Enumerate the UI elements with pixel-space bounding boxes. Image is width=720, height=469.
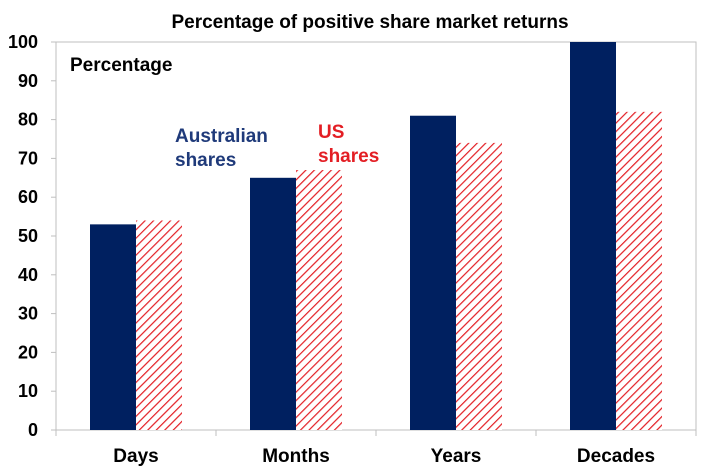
x-axis: Days Months Years Decades [55, 430, 697, 467]
y-tick-label: 0 [28, 420, 38, 440]
x-category-label: Months [262, 446, 330, 467]
x-category-label: Days [113, 446, 158, 467]
legend-australian-shares: Australian shares [175, 126, 273, 171]
y-tick-label: 50 [18, 226, 38, 246]
y-tick-label: 70 [18, 148, 38, 168]
bar-us-months [296, 170, 342, 431]
y-tick-label: 100 [8, 32, 38, 52]
bar-australian-months [250, 177, 296, 430]
bar-us-years [456, 142, 502, 430]
legend-us-line-1: US [318, 122, 344, 143]
bar-australian-decades [570, 42, 616, 430]
bars [90, 42, 662, 431]
bar-us-days [136, 220, 182, 430]
x-category-label: Decades [577, 446, 655, 467]
bar-australian-days [90, 224, 136, 430]
y-tick-label: 80 [18, 110, 38, 130]
legend-us-line-2: shares [318, 146, 379, 167]
y-axis: 0 10 20 30 40 50 60 70 80 90 100 [8, 32, 56, 440]
legend-australian-line-1: Australian [175, 126, 268, 147]
y-tick-label: 90 [18, 71, 38, 91]
legend-us-shares: US shares [318, 122, 379, 167]
y-tick-label: 40 [18, 265, 38, 285]
y-tick-label: 60 [18, 187, 38, 207]
chart-title: Percentage of positive share market retu… [171, 12, 568, 33]
y-tick-label: 10 [18, 381, 38, 401]
x-category-label: Years [431, 446, 482, 467]
bar-us-decades [616, 111, 662, 430]
bar-australian-years [410, 115, 456, 430]
y-tick-label: 30 [18, 304, 38, 324]
y-tick-label: 20 [18, 342, 38, 362]
y-axis-label: Percentage [70, 55, 172, 76]
legend-australian-line-2: shares [175, 150, 236, 171]
